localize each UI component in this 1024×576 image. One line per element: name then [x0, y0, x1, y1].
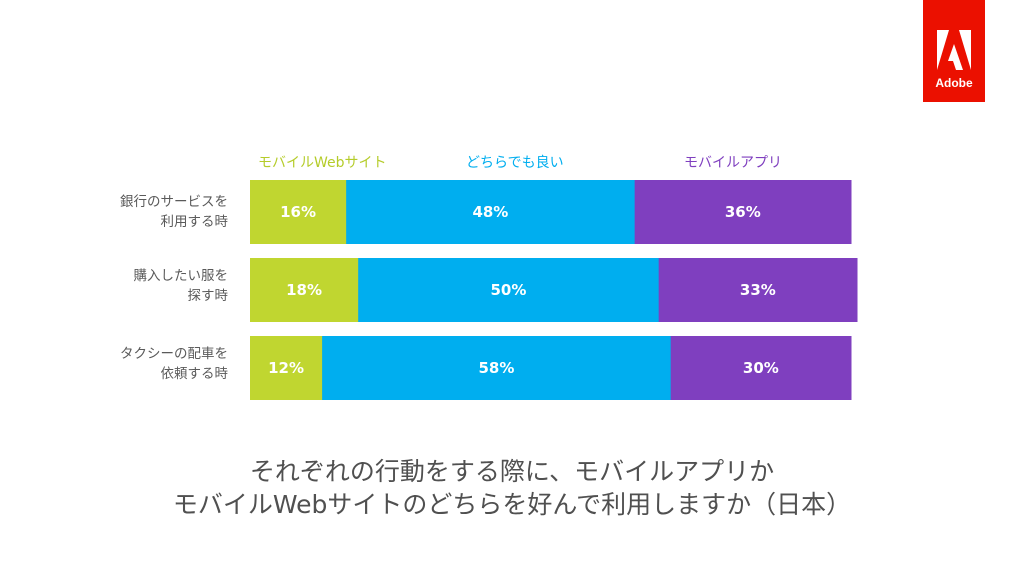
adobe-a-icon: [937, 30, 971, 70]
category-label-line: 購入したい服を: [133, 268, 229, 284]
category-label-line: 依頼する時: [160, 366, 229, 382]
bar-value-label: 36%: [725, 203, 761, 221]
caption-line-2: モバイルWebサイトのどちらを好んで利用しますか（日本）: [172, 490, 852, 519]
legend-item-mobile-app: モバイルアプリ: [684, 155, 782, 171]
category-label-line: タクシーの配車を: [120, 346, 228, 362]
category-label-clothes: 購入したい服を 探す時: [70, 266, 229, 306]
bar-value-label: 50%: [490, 281, 526, 299]
bar-value-label: 16%: [280, 203, 316, 221]
bar-value-label: 30%: [743, 359, 779, 377]
category-label-banking: 銀行のサービスを 利用する時: [70, 192, 228, 232]
caption-line-1: それぞれの行動をする際に、モバイルアプリか: [249, 457, 775, 486]
adobe-logo: Adobe: [923, 0, 985, 102]
bar-value-label: 58%: [478, 359, 514, 377]
bar-segment: [322, 336, 672, 400]
chart-caption: それぞれの行動をする際に、モバイルアプリか モバイルWebサイトのどちらを好んで…: [0, 455, 1024, 521]
bar-segment: [346, 180, 636, 244]
adobe-logo-text: Adobe: [935, 76, 973, 90]
category-label-line: 銀行のサービスを: [120, 194, 228, 210]
bar-value-label: 12%: [268, 359, 304, 377]
legend-item-either: どちらでも良い: [466, 155, 564, 171]
bar-segment: [250, 258, 359, 322]
category-label-line: 探す時: [187, 288, 229, 304]
bar-segment: [250, 180, 347, 244]
bar-segment: [670, 336, 852, 400]
bar-value-label: 33%: [740, 281, 776, 299]
category-label-taxi: タクシーの配車を 依頼する時: [70, 344, 228, 384]
bar-value-label: 48%: [472, 203, 508, 221]
bar-segment: [634, 180, 852, 244]
bar-segment: [658, 258, 858, 322]
bar-segment: [250, 336, 323, 400]
bar-value-label: 18%: [286, 281, 322, 299]
legend-item-mobile-web: モバイルWebサイト: [258, 155, 387, 171]
category-label-line: 利用する時: [160, 214, 229, 230]
bar-segment: [358, 258, 660, 322]
